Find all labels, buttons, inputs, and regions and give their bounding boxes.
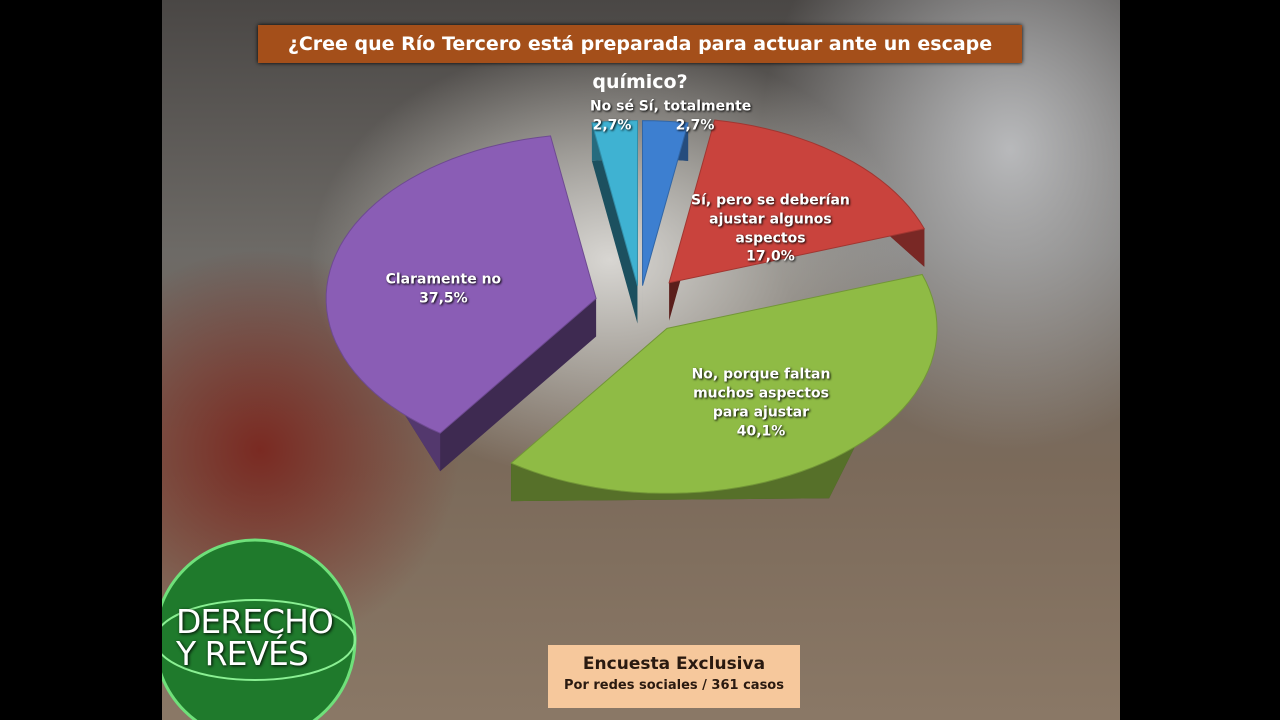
slice-value-label: 2,7% <box>675 117 715 133</box>
slice-value-label: 2,7% <box>592 117 632 133</box>
slice-label: No, porque faltan muchos aspectos para a… <box>691 366 831 421</box>
slice-value-label: 40,1% <box>736 423 786 440</box>
slice-label: Sí, pero se deberían ajustar algunos asp… <box>691 192 850 247</box>
pie-slice <box>510 273 938 494</box>
pie-slice <box>641 120 689 286</box>
slice-label: Sí, totalmente <box>638 98 752 115</box>
pie-slice <box>591 120 639 286</box>
edge <box>160 0 162 720</box>
logo-line: DERECHO <box>176 602 334 641</box>
left-bar <box>0 0 160 720</box>
footer-subtitle: Por redes sociales / 361 casos <box>564 678 784 693</box>
footer-box: Encuesta Exclusiva Por redes sociales / … <box>548 645 800 708</box>
slice-value-label: 17,0% <box>746 248 795 265</box>
pie-slice <box>668 119 926 284</box>
right-bar <box>1120 0 1280 720</box>
slice-side <box>591 120 638 324</box>
footer-title: Encuesta Exclusiva <box>582 654 766 674</box>
chart-title: ¿Cree que Río Tercero está preparada par… <box>258 25 1022 93</box>
pie-slice <box>325 135 597 434</box>
logo-line: Y REVÉS <box>176 634 309 673</box>
slice-label: Claramente no <box>385 271 502 288</box>
logo: DERECHO Y REVÉS <box>176 602 334 673</box>
slice-label: No sé <box>589 98 635 115</box>
slice-value-label: 37,5% <box>419 290 468 307</box>
